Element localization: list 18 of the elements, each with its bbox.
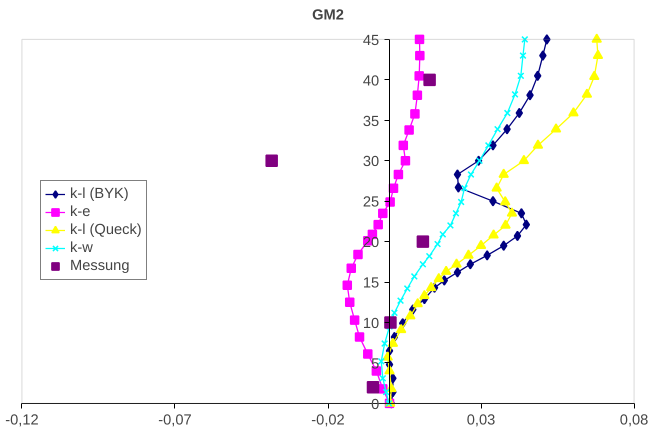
legend-label: Messung <box>70 257 130 275</box>
y-tick-label: 35 <box>362 114 380 130</box>
legend-label: k-e <box>70 203 90 221</box>
x-tick-label: 0,08 <box>620 412 648 428</box>
y-tick-label: 45 <box>362 32 380 49</box>
legend-label: k-w <box>70 239 93 257</box>
y-tick-label: 10 <box>362 316 380 332</box>
y-tick-label: 15 <box>362 276 380 292</box>
y-tick-label: 25 <box>362 194 380 211</box>
chart-title: GM2 <box>312 8 344 24</box>
x-tick-label: -0,12 <box>5 412 39 428</box>
y-tick-label: 30 <box>362 154 380 170</box>
y-tick-label: 40 <box>362 73 380 90</box>
x-tick-label: -0,07 <box>158 412 192 428</box>
legend-label: k-l (Queck) <box>70 221 142 239</box>
x-tick-label: 0,03 <box>466 412 496 428</box>
x-tick-label: -0,02 <box>311 412 345 428</box>
legend-label: k-l (BYK) <box>70 185 129 203</box>
